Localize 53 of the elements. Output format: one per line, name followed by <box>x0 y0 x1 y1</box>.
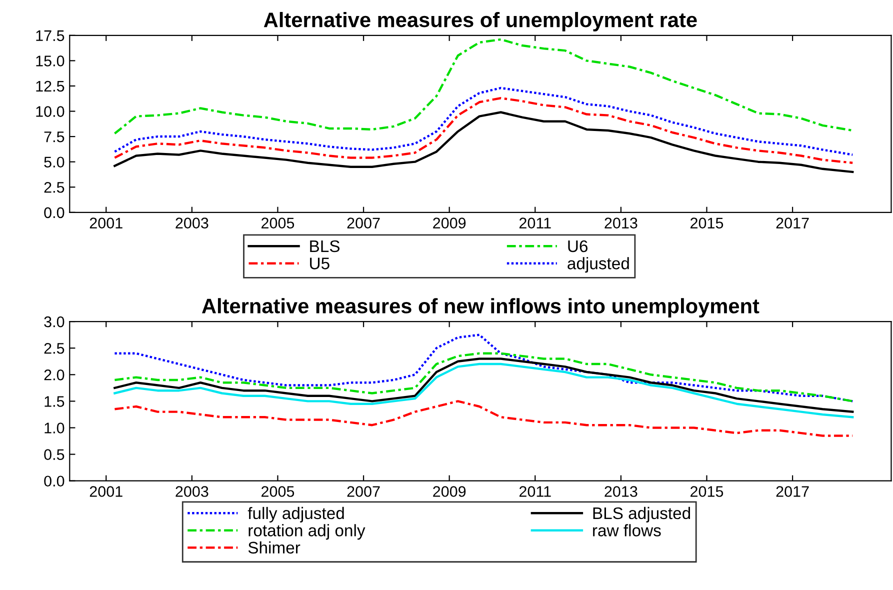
line-series <box>114 358 854 413</box>
x-tick-label: 2017 <box>776 486 809 497</box>
x-tick-label: 2011 <box>519 486 551 497</box>
x-tick-label: 2007 <box>347 218 380 228</box>
y-tick-label: 7.5 <box>44 132 64 142</box>
y-tick-label: 12.5 <box>36 80 64 92</box>
y-tick-label: 17.5 <box>36 30 64 42</box>
x-tick-label: 2005 <box>262 218 294 228</box>
y-tick-label: 0.5 <box>44 449 64 460</box>
line-series <box>114 97 854 164</box>
x-tick-label: 2005 <box>262 486 294 497</box>
y-tick-label: 1.5 <box>44 396 64 407</box>
x-tick-label: 2011 <box>519 218 551 228</box>
legend-label: BLS <box>310 240 340 252</box>
line-series <box>114 352 854 402</box>
y-tick-label: 3.0 <box>44 316 64 328</box>
x-tick-label: 2013 <box>604 218 638 228</box>
chart-title: Alternative measures of new inflows into unemployment <box>202 298 760 318</box>
x-tick-label: 2009 <box>433 218 466 228</box>
y-tick-label: 2.0 <box>44 370 64 380</box>
chart-title: Alternative measures of unemployment rate <box>264 12 697 32</box>
x-tick-label: 2003 <box>176 218 208 228</box>
line-series <box>114 111 854 174</box>
y-tick-label: 15.0 <box>36 56 64 66</box>
legend-label: BLS adjusted <box>593 506 690 522</box>
x-tick-label: 2015 <box>690 218 724 228</box>
x-tick-label: 2007 <box>347 486 380 497</box>
y-tick-label: 0.0 <box>44 476 64 487</box>
line-series <box>114 362 854 418</box>
legend-label: rotation adj only <box>248 524 366 540</box>
x-tick-label: 2009 <box>433 486 466 497</box>
x-tick-label: 2017 <box>776 218 809 228</box>
x-tick-label: 2003 <box>176 486 208 497</box>
y-tick-label: 10.0 <box>36 106 64 117</box>
legend-label: Shimer <box>248 541 300 554</box>
x-tick-label: 2015 <box>690 486 724 497</box>
y-tick-label: 2.5 <box>44 342 64 354</box>
x-tick-label: 2013 <box>604 486 638 497</box>
legend-label: raw flows <box>593 524 661 536</box>
legend-label: U5 <box>310 258 330 270</box>
legend-label: U6 <box>568 240 588 252</box>
y-tick-label: 5.0 <box>44 156 64 168</box>
line-series <box>114 400 854 437</box>
line-series <box>114 86 854 156</box>
y-tick-label: 1.0 <box>44 422 64 434</box>
legend-label: adjusted <box>568 257 629 273</box>
line-series <box>114 334 854 402</box>
x-tick-label: 2001 <box>90 218 122 228</box>
legend-label: fully adjusted <box>248 506 344 522</box>
line-series <box>114 38 854 135</box>
y-tick-label: 2.5 <box>44 182 64 193</box>
y-tick-label: 0.0 <box>44 207 64 218</box>
x-tick-label: 2001 <box>90 486 122 497</box>
